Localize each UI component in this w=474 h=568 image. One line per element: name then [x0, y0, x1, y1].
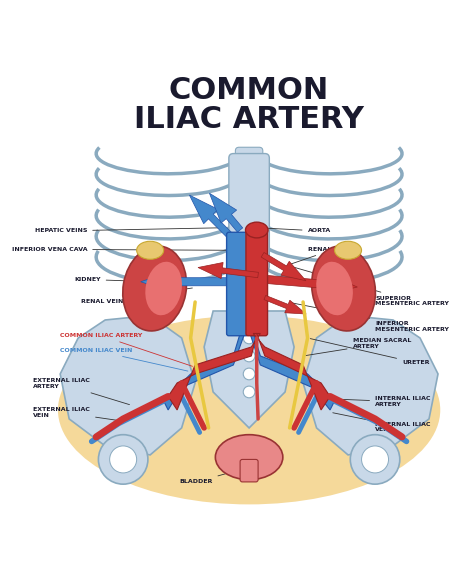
Text: COMMON ILIAC VEIN: COMMON ILIAC VEIN	[60, 348, 188, 371]
FancyBboxPatch shape	[246, 228, 267, 336]
Polygon shape	[253, 333, 330, 410]
Ellipse shape	[335, 241, 362, 259]
FancyBboxPatch shape	[240, 460, 258, 482]
Text: SUPERIOR
MESENTERIC ARTERY: SUPERIOR MESENTERIC ARTERY	[292, 267, 449, 307]
FancyArrow shape	[261, 252, 306, 281]
Text: URETER: URETER	[310, 339, 429, 365]
Polygon shape	[204, 311, 294, 428]
Text: INTERNAL ILIAC
VEIN: INTERNAL ILIAC VEIN	[333, 413, 430, 432]
Ellipse shape	[316, 262, 353, 315]
Ellipse shape	[215, 435, 283, 479]
Text: MEDIAN SACRAL
ARTERY: MEDIAN SACRAL ARTERY	[306, 338, 411, 356]
FancyBboxPatch shape	[236, 147, 263, 169]
Polygon shape	[303, 315, 438, 455]
Circle shape	[243, 368, 255, 380]
FancyArrow shape	[210, 193, 243, 232]
Text: KIDNEY: KIDNEY	[74, 277, 152, 282]
FancyBboxPatch shape	[236, 206, 263, 227]
Text: BLADDER: BLADDER	[180, 469, 242, 485]
Ellipse shape	[246, 222, 268, 238]
Circle shape	[243, 350, 255, 362]
Text: COMMON ILIAC ARTERY: COMMON ILIAC ARTERY	[60, 333, 192, 366]
Text: RENAL VEIN: RENAL VEIN	[81, 288, 192, 303]
FancyBboxPatch shape	[229, 153, 269, 270]
Text: INTERNAL ILIAC
ARTERY: INTERNAL ILIAC ARTERY	[328, 396, 430, 407]
FancyBboxPatch shape	[236, 167, 263, 189]
Circle shape	[109, 446, 137, 473]
Text: AORTA: AORTA	[261, 228, 331, 233]
FancyBboxPatch shape	[236, 186, 263, 208]
Text: INFERIOR
MESENTERIC ARTERY: INFERIOR MESENTERIC ARTERY	[290, 303, 449, 332]
Polygon shape	[250, 333, 335, 410]
FancyArrow shape	[141, 270, 231, 294]
Circle shape	[350, 435, 400, 484]
Circle shape	[362, 446, 389, 473]
FancyBboxPatch shape	[236, 264, 263, 286]
FancyBboxPatch shape	[236, 225, 263, 247]
Circle shape	[243, 332, 255, 344]
Ellipse shape	[137, 241, 164, 259]
Polygon shape	[164, 333, 245, 410]
Polygon shape	[168, 333, 260, 410]
Text: EXTERNAL ILIAC
VEIN: EXTERNAL ILIAC VEIN	[33, 407, 120, 421]
Polygon shape	[60, 315, 195, 455]
FancyArrow shape	[198, 262, 258, 278]
Text: RENAL ARTERY: RENAL ARTERY	[288, 247, 360, 265]
Circle shape	[99, 435, 148, 484]
Ellipse shape	[312, 246, 375, 331]
Text: ILIAC ARTERY: ILIAC ARTERY	[134, 105, 364, 134]
Ellipse shape	[58, 315, 440, 504]
FancyArrow shape	[190, 195, 231, 237]
Text: EXTERNAL ILIAC
ARTERY: EXTERNAL ILIAC ARTERY	[33, 378, 129, 404]
Ellipse shape	[123, 246, 187, 331]
FancyBboxPatch shape	[236, 245, 263, 266]
Text: HEPATIC VEINS: HEPATIC VEINS	[35, 228, 219, 233]
Text: COMMON: COMMON	[169, 76, 329, 105]
FancyBboxPatch shape	[227, 232, 248, 336]
Ellipse shape	[146, 262, 182, 315]
Circle shape	[243, 386, 255, 398]
FancyArrow shape	[264, 295, 306, 314]
Text: INFERIOR VENA CAVA: INFERIOR VENA CAVA	[11, 247, 226, 252]
FancyArrow shape	[267, 272, 357, 296]
